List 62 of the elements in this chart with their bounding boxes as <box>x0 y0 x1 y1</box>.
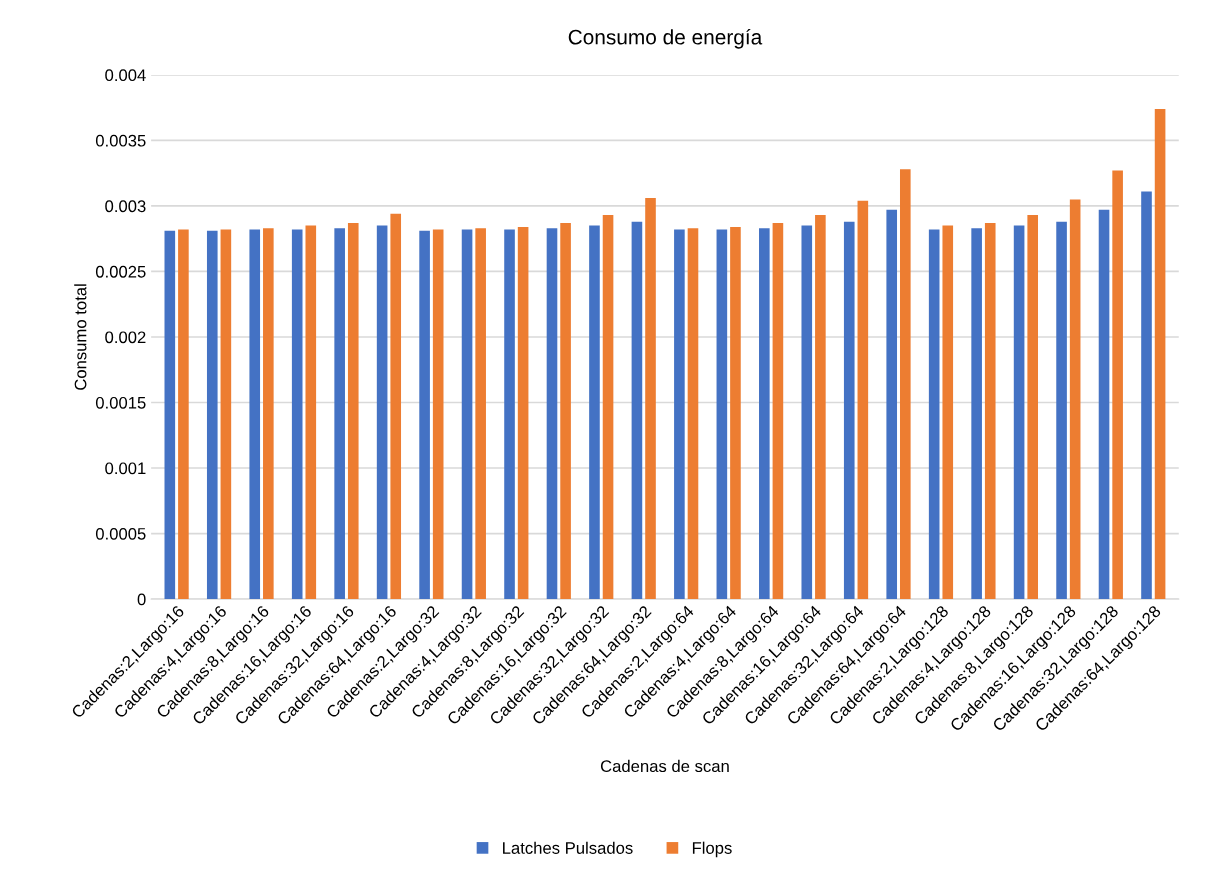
y-tick-label: 0.0015 <box>95 396 146 409</box>
bar <box>249 229 261 600</box>
y-axis-title: Consumo total <box>74 284 87 390</box>
bar <box>1154 108 1166 600</box>
bar <box>1013 225 1025 600</box>
bar <box>419 230 430 600</box>
bar <box>645 198 656 600</box>
bar <box>687 228 699 600</box>
bar <box>928 229 940 600</box>
bar <box>984 222 996 600</box>
bar <box>857 200 869 600</box>
bar <box>1112 170 1123 600</box>
bar <box>291 229 303 600</box>
bar <box>305 225 317 600</box>
bar <box>730 226 741 600</box>
bar <box>461 229 473 600</box>
x-axis-title: Cadenas de scan <box>600 759 729 773</box>
bar <box>220 229 232 600</box>
bar <box>815 215 826 600</box>
bar <box>178 229 189 600</box>
bar <box>631 221 643 600</box>
bar <box>390 213 402 600</box>
y-tick-label: 0.004 <box>105 69 146 82</box>
y-tick-label: 0 <box>137 593 146 606</box>
bar <box>376 225 388 600</box>
bar <box>517 226 529 600</box>
bar <box>504 229 515 600</box>
bar <box>674 229 685 600</box>
bar <box>899 169 911 600</box>
bar <box>886 209 898 600</box>
bar <box>263 228 274 600</box>
bar <box>334 228 345 600</box>
bar <box>971 228 982 600</box>
bar <box>1141 191 1152 600</box>
bar <box>1069 199 1081 600</box>
bar <box>206 230 218 600</box>
bar <box>759 228 770 600</box>
chart-title: Consumo de energía <box>568 28 763 49</box>
bar <box>772 222 784 600</box>
bar <box>432 229 444 600</box>
bar <box>164 230 176 600</box>
y-tick-label: 0.0035 <box>95 134 146 147</box>
bar <box>546 228 558 600</box>
bar <box>602 215 614 600</box>
y-tick-label: 0.0005 <box>95 527 146 540</box>
bar <box>560 222 571 600</box>
y-tick-label: 0.002 <box>105 331 146 344</box>
bar <box>1056 221 1067 600</box>
legend-label: Flops <box>692 841 732 858</box>
bar <box>347 222 359 600</box>
bar <box>843 221 855 600</box>
bar <box>1098 209 1110 600</box>
y-tick-label: 0.0025 <box>95 265 146 278</box>
bar <box>589 225 600 600</box>
bar <box>942 225 954 600</box>
bar <box>475 228 486 600</box>
y-tick-label: 0.001 <box>105 462 146 475</box>
bar <box>801 225 813 600</box>
bar <box>716 229 728 600</box>
bar <box>1027 215 1038 600</box>
legend-label: Latches Pulsados <box>503 841 633 854</box>
y-tick-label: 0.003 <box>105 200 146 213</box>
